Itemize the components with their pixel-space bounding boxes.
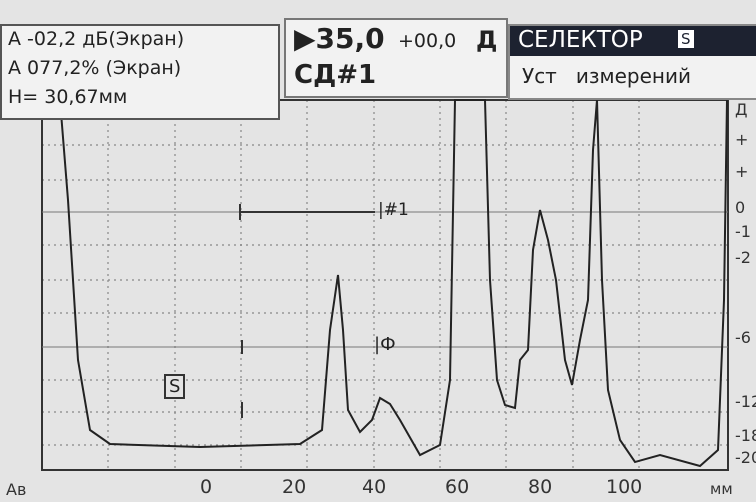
scale-label: + <box>735 130 748 149</box>
status-panel: А -02,2 дБ(Экран) А 077,2% (Экран) H= 30… <box>0 24 280 120</box>
menu-item[interactable]: Уст измерений <box>522 64 691 88</box>
scale-label: -12 <box>735 392 756 411</box>
scale-label: 40 <box>362 476 386 498</box>
gain-panel: ▶35,0 +00,0 Д СД#1 <box>284 18 508 98</box>
scale-label: -20 <box>735 448 756 467</box>
scale-label: -6 <box>735 328 751 347</box>
scale-label: -2 <box>735 248 751 267</box>
menu-title[interactable]: СЕЛЕКТОР <box>518 27 643 53</box>
status-line: H= 30,67мм <box>8 86 127 108</box>
scale-label: Ав <box>6 480 26 499</box>
mode: СД#1 <box>294 60 376 90</box>
scale-label: 100 <box>606 476 642 498</box>
scale-label: 20 <box>282 476 306 498</box>
scale-label: 60 <box>445 476 469 498</box>
grid <box>42 100 728 470</box>
marker: S <box>164 374 185 399</box>
menu-icon[interactable]: S <box>678 30 694 48</box>
scale-label: -18 <box>735 426 756 445</box>
status-line: А 077,2% (Экран) <box>8 57 181 79</box>
gate-label: |Ф <box>374 334 396 355</box>
scale-label: 80 <box>528 476 552 498</box>
scale-label: + <box>735 162 748 181</box>
plot-frame <box>42 100 728 470</box>
scale-label: 0 <box>735 198 745 217</box>
menu-panel: СЕЛЕКТОР S Уст измерений <box>508 24 756 100</box>
gain-offset: +00,0 <box>398 30 456 52</box>
gate-label: |#1 <box>378 200 409 220</box>
gain-value: ▶35,0 <box>294 22 385 55</box>
scale-label: мм <box>710 480 733 498</box>
device-screen: А -02,2 дБ(Экран) А 077,2% (Экран) H= 30… <box>0 0 756 502</box>
status-line: А -02,2 дБ(Экран) <box>8 28 184 50</box>
gain-unit: Д <box>476 26 497 54</box>
echo-trace <box>45 100 727 466</box>
scale-label: -1 <box>735 222 751 241</box>
scale-label: 0 <box>200 476 212 498</box>
scale-label: Д <box>735 100 748 119</box>
